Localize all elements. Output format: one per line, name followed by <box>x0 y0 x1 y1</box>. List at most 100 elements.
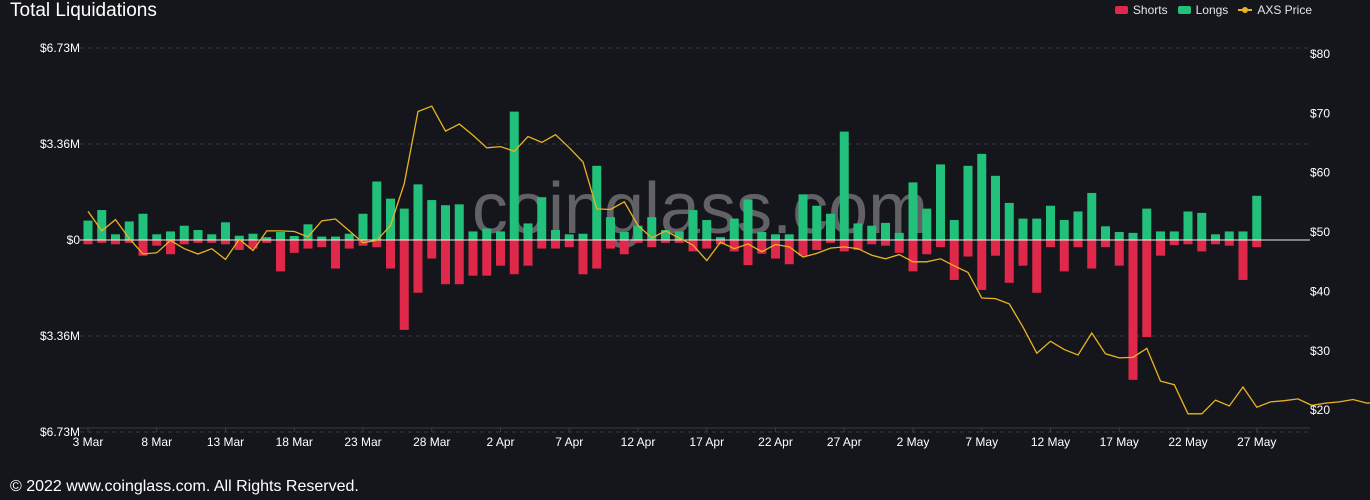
y-right-tick-label: $20 <box>1310 403 1330 417</box>
shorts-bar <box>674 240 684 243</box>
longs-bar <box>647 217 657 240</box>
shorts-bar <box>193 240 203 243</box>
shorts-bar <box>647 240 657 248</box>
longs-bar <box>991 175 1000 240</box>
longs-bar <box>97 210 107 240</box>
shorts-bar <box>523 240 533 266</box>
shorts-bar <box>1059 240 1069 272</box>
x-tick-label: 17 Apr <box>689 435 724 449</box>
longs-bar <box>551 230 560 240</box>
shorts-bar <box>179 240 189 245</box>
longs-bar <box>344 233 354 240</box>
longs-bar <box>1073 211 1083 240</box>
shorts-bar <box>1156 240 1165 256</box>
y-right-tick-label: $80 <box>1310 47 1330 61</box>
shorts-bar <box>441 240 450 285</box>
y-left-tick-label: $3.36M <box>40 137 80 151</box>
y-right-tick-label: $30 <box>1310 344 1330 358</box>
longs-bar <box>262 237 272 240</box>
longs-bar <box>894 232 904 240</box>
shorts-bar <box>1128 240 1138 380</box>
shorts-bar <box>826 240 835 243</box>
shorts-bar <box>1142 240 1152 337</box>
shorts-bar <box>496 240 505 266</box>
shorts-bar <box>1238 240 1248 280</box>
longs-bar <box>331 236 340 240</box>
longs-bar <box>221 222 230 240</box>
longs-bar <box>111 234 120 240</box>
x-tick-label: 22 May <box>1168 435 1207 449</box>
shorts-bar <box>111 240 120 245</box>
shorts-bar <box>702 240 712 249</box>
longs-bar <box>867 225 877 240</box>
longs-bars <box>83 111 1262 240</box>
shorts-bar <box>509 240 519 275</box>
longs-bar <box>688 210 698 240</box>
longs-bar <box>1169 231 1179 240</box>
longs-bar <box>881 222 890 240</box>
longs-bar <box>482 228 492 240</box>
shorts-bar <box>83 240 93 245</box>
shorts-bar <box>468 240 478 276</box>
shorts-bar <box>1004 240 1014 283</box>
longs-bar <box>1114 232 1124 240</box>
longs-bar <box>922 208 932 240</box>
legend-item-axs-price[interactable]: AXS Price <box>1238 3 1312 17</box>
shorts-bar <box>234 240 244 250</box>
shorts-bar <box>138 240 148 256</box>
grid-lines <box>80 47 1310 433</box>
longs-bar <box>276 232 285 240</box>
shorts-bar <box>317 240 327 248</box>
chart-title: Total Liquidations <box>10 0 157 21</box>
shorts-bar <box>798 240 808 256</box>
shorts-bar <box>482 240 492 276</box>
x-tick-label: 7 May <box>965 435 998 449</box>
longs-bar <box>1238 231 1248 240</box>
shorts-bar <box>1252 240 1262 248</box>
shorts-bar <box>1046 240 1055 248</box>
legend-swatch-axs-price <box>1238 6 1253 14</box>
x-tick-label: 18 Mar <box>276 435 313 449</box>
x-tick-label: 2 May <box>897 435 930 449</box>
shorts-bar <box>922 240 932 255</box>
longs-bar <box>729 218 739 240</box>
longs-bar <box>1032 218 1042 240</box>
shorts-bar <box>551 240 560 249</box>
longs-bar <box>606 217 615 240</box>
longs-bar <box>1197 212 1207 240</box>
longs-bar <box>358 213 368 240</box>
longs-bar <box>399 208 409 240</box>
shorts-bar <box>221 240 230 245</box>
longs-bar <box>441 205 450 240</box>
x-tick-label: 27 May <box>1237 435 1276 449</box>
shorts-bar <box>344 240 354 249</box>
x-tick-label: 12 May <box>1031 435 1070 449</box>
longs-bar <box>936 164 945 240</box>
x-tick-label: 28 Mar <box>413 435 450 449</box>
shorts-bar <box>564 240 574 248</box>
longs-bar <box>509 111 519 240</box>
x-tick-label: 13 Mar <box>207 435 244 449</box>
shorts-bar <box>977 240 987 290</box>
longs-bar <box>1128 232 1138 240</box>
shorts-bar <box>1101 240 1110 248</box>
shorts-bar <box>386 240 395 269</box>
legend-label-longs: Longs <box>1195 3 1229 17</box>
longs-bar <box>702 220 712 240</box>
longs-bar <box>619 232 629 240</box>
shorts-bar <box>949 240 959 280</box>
shorts-bar <box>578 240 588 275</box>
longs-bar <box>592 165 602 240</box>
longs-bar <box>413 184 423 240</box>
legend-item-longs[interactable]: Longs <box>1177 3 1229 17</box>
legend-item-shorts[interactable]: Shorts <box>1114 3 1168 17</box>
shorts-bar <box>881 240 890 246</box>
longs-bar <box>1142 208 1152 240</box>
left-axis: $6.73M $3.36M $0 $3.36M $6.73M <box>40 41 80 439</box>
x-tick-label: 22 Apr <box>758 435 793 449</box>
longs-bar <box>537 197 547 240</box>
shorts-bar <box>289 240 299 253</box>
longs-bar <box>812 205 822 240</box>
shorts-bar <box>606 240 615 249</box>
